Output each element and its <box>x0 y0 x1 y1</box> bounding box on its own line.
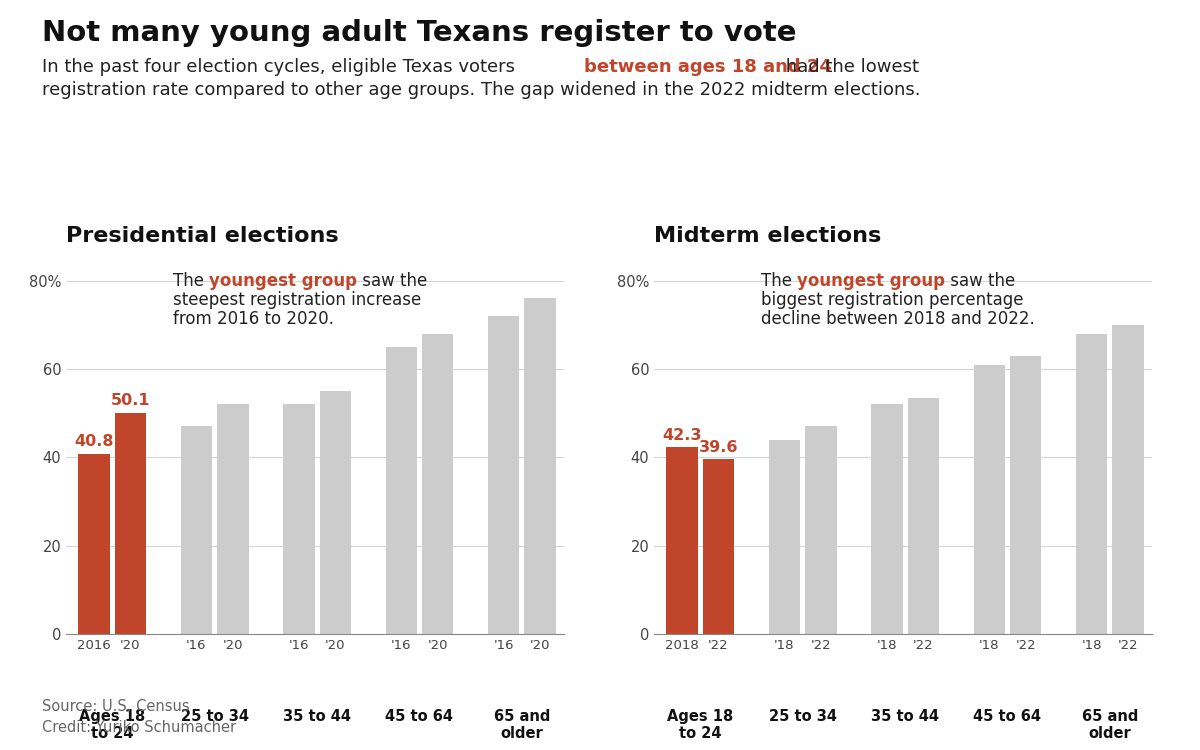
Text: youngest group: youngest group <box>209 272 356 290</box>
Text: steepest registration increase: steepest registration increase <box>173 291 421 309</box>
Text: had the lowest: had the lowest <box>780 58 919 76</box>
Bar <box>973 364 1004 634</box>
Text: Midterm elections: Midterm elections <box>654 226 881 246</box>
Text: In the past four election cycles, eligible Texas voters: In the past four election cycles, eligib… <box>42 58 521 76</box>
Text: saw the: saw the <box>356 272 427 290</box>
Bar <box>666 447 697 634</box>
Bar <box>181 427 212 634</box>
Text: Presidential elections: Presidential elections <box>66 226 338 246</box>
Bar <box>217 404 248 634</box>
Bar <box>703 459 734 634</box>
Text: Credit: Yuriko Schumacher: Credit: Yuriko Schumacher <box>42 720 236 735</box>
Text: 45 to 64: 45 to 64 <box>973 709 1042 724</box>
Text: Ages 18
to 24: Ages 18 to 24 <box>79 709 145 741</box>
Text: 35 to 44: 35 to 44 <box>283 709 352 724</box>
Text: 42.3: 42.3 <box>662 427 702 442</box>
Text: Source: U.S. Census: Source: U.S. Census <box>42 699 190 714</box>
Text: The: The <box>173 272 209 290</box>
Bar <box>115 413 146 634</box>
Bar <box>385 347 416 634</box>
Text: 65 and
older: 65 and older <box>1081 709 1138 741</box>
Bar <box>524 298 556 634</box>
Text: saw the: saw the <box>944 272 1015 290</box>
Text: 45 to 64: 45 to 64 <box>385 709 454 724</box>
Bar <box>805 427 836 634</box>
Text: youngest group: youngest group <box>797 272 944 290</box>
Bar <box>488 316 520 634</box>
Text: 39.6: 39.6 <box>698 440 738 454</box>
Bar <box>769 440 800 634</box>
Text: 25 to 34: 25 to 34 <box>181 709 248 724</box>
Text: 25 to 34: 25 to 34 <box>769 709 836 724</box>
Text: 65 and
older: 65 and older <box>493 709 550 741</box>
Text: registration rate compared to other age groups. The gap widened in the 2022 midt: registration rate compared to other age … <box>42 81 920 99</box>
Bar <box>283 404 314 634</box>
Text: 40.8: 40.8 <box>74 434 114 449</box>
Bar <box>871 404 902 634</box>
Text: 35 to 44: 35 to 44 <box>871 709 940 724</box>
Text: between ages 18 and 24: between ages 18 and 24 <box>584 58 833 76</box>
Bar <box>78 454 109 634</box>
Bar <box>1010 356 1042 634</box>
Bar <box>907 398 938 634</box>
Text: biggest registration percentage: biggest registration percentage <box>761 291 1024 309</box>
Text: decline between 2018 and 2022.: decline between 2018 and 2022. <box>761 310 1034 328</box>
Text: The: The <box>761 272 797 290</box>
Bar <box>422 334 454 634</box>
Text: from 2016 to 2020.: from 2016 to 2020. <box>173 310 334 328</box>
Text: 50.1: 50.1 <box>110 393 150 408</box>
Bar <box>1112 325 1144 634</box>
Bar <box>1076 334 1108 634</box>
Bar <box>319 391 350 634</box>
Text: Ages 18
to 24: Ages 18 to 24 <box>667 709 733 741</box>
Text: Not many young adult Texans register to vote: Not many young adult Texans register to … <box>42 19 797 46</box>
